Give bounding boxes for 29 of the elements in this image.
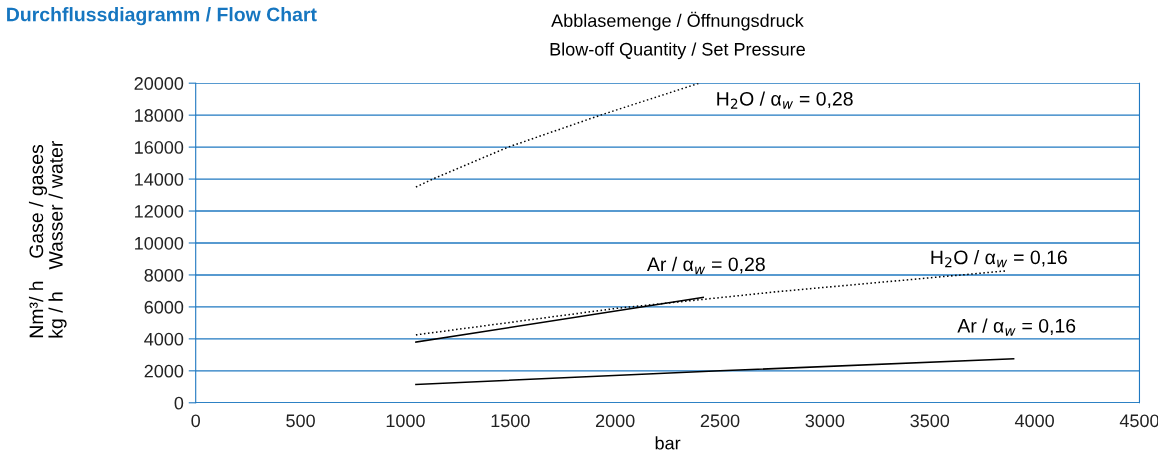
chart-title: Durchflussdiagramm / Flow Chart bbox=[7, 7, 317, 26]
x-tick-label: 3000 bbox=[805, 414, 845, 428]
y-tick-label: 10000 bbox=[135, 236, 184, 250]
y-axis-title: Nm³/ h Gase / gases kg / h Wasser / water bbox=[28, 140, 67, 338]
series-label: Ar / α$_{w}$ = 0,28 bbox=[646, 256, 765, 275]
y-tick-label: 6000 bbox=[144, 300, 184, 314]
x-tick-label: 1000 bbox=[386, 414, 425, 428]
x-tick-label: 500 bbox=[286, 414, 315, 428]
y-tick-label: 20000 bbox=[134, 77, 184, 90]
x-tick-label: 0 bbox=[191, 414, 201, 428]
series-label: H$_{2}$O / α$_{w}$ = 0,16 bbox=[931, 249, 1067, 268]
chart-subtitle: Abblasemenge / Öffnungsdruck Blow-off Quantity / Set Pressure bbox=[550, 11, 805, 60]
x-tick-label: 4000 bbox=[1014, 414, 1054, 428]
y-tick-label: 18000 bbox=[135, 109, 184, 122]
x-axis-title: bar bbox=[655, 436, 681, 450]
y-tick-label: 2000 bbox=[144, 364, 184, 378]
y-tick-label: 14000 bbox=[135, 173, 184, 186]
series-label: Ar / α$_{w}$ = 0,16 bbox=[957, 318, 1076, 336]
y-tick-label: 4000 bbox=[144, 332, 184, 346]
y-tick-label: 0 bbox=[174, 396, 184, 410]
series-label: H$_{2}$O / α$_{w}$ = 0,28 bbox=[717, 91, 853, 109]
y-tick-label: 16000 bbox=[135, 141, 184, 154]
y-tick-label: 8000 bbox=[144, 268, 184, 282]
y-tick-label: 12000 bbox=[135, 204, 184, 218]
x-tick-label: 4500 bbox=[1119, 414, 1158, 428]
x-tick-label: 2500 bbox=[700, 414, 740, 428]
x-tick-label: 2000 bbox=[595, 414, 635, 428]
x-tick-label: 3500 bbox=[910, 414, 950, 428]
x-tick-label: 1500 bbox=[491, 414, 530, 428]
